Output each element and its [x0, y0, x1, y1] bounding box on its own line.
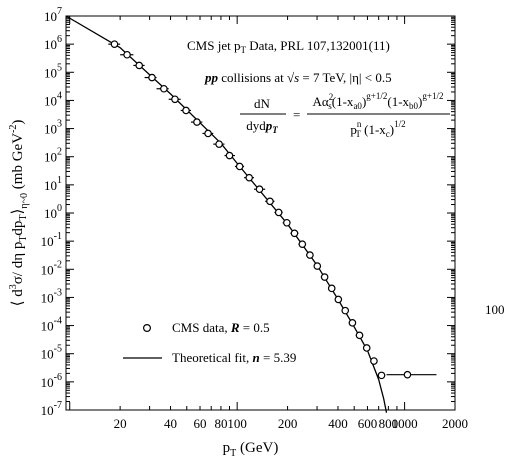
y-tick-label: 10-1 — [41, 231, 62, 249]
y-tick-label: 102 — [44, 147, 62, 165]
formula: dN dydpT = Aα2 s(1-xa0)g+1/2(1-xb0)g+1/2 pn T … — [240, 91, 450, 139]
data-point — [327, 284, 336, 293]
y-tick-label: 105 — [44, 62, 62, 80]
data-point — [135, 61, 144, 70]
y-tick-label: 107 — [44, 6, 62, 24]
data-point — [193, 118, 201, 126]
x-tick-label: 600 — [358, 416, 378, 431]
data-point — [341, 306, 350, 315]
data-point — [182, 106, 190, 115]
data-point — [123, 50, 131, 59]
data-point — [225, 151, 234, 160]
data-point — [148, 73, 156, 82]
data-point — [110, 40, 119, 48]
x-tick-label: 80 — [214, 416, 227, 431]
legend-entry-fit: Theoretical fit, n = 5.39 — [172, 350, 296, 365]
y-tick-label: 103 — [44, 119, 62, 137]
x-tick-label: 400 — [328, 416, 348, 431]
legend: CMS data, R = 0.5 Theoretical fit, n = 5.… — [123, 320, 296, 365]
data-points-layer — [108, 40, 437, 380]
data-point — [171, 95, 179, 104]
data-point — [313, 262, 322, 270]
x-tick-label: 200 — [278, 416, 298, 431]
y-tick-label: 10-2 — [41, 259, 62, 277]
data-point — [370, 357, 378, 365]
data-point — [290, 229, 299, 238]
y-tick-label: 101 — [44, 175, 62, 193]
y-tick-label: 100 — [44, 203, 62, 221]
legend-entry-data: CMS data, R = 0.5 — [172, 320, 270, 335]
x-tick-label: 60 — [194, 416, 207, 431]
data-point — [160, 84, 168, 93]
data-point — [334, 295, 343, 304]
x-tick-label: 800 — [379, 416, 399, 431]
collisions-annotation: pp collisions at √s = 7 TeV, |η| < 0.5 — [204, 70, 392, 85]
right-axis-label: 100 — [485, 302, 505, 317]
x-tick-label: 40 — [164, 416, 177, 431]
data-point — [362, 344, 371, 352]
y-tick-label: 10-6 — [41, 372, 62, 390]
data-point — [403, 370, 412, 379]
data-point — [204, 129, 212, 138]
y-tick-label: 104 — [44, 90, 62, 108]
x-tick-label: 1000 — [392, 416, 418, 431]
data-point — [215, 140, 223, 148]
legend-marker-circle — [143, 324, 152, 333]
data-point — [266, 197, 274, 206]
x-tick-label: 20 — [114, 416, 127, 431]
data-point — [355, 331, 364, 340]
data-point — [306, 251, 314, 259]
y-tick-label: 10-3 — [41, 287, 62, 305]
ticks-layer — [66, 15, 456, 411]
data-point — [348, 319, 357, 327]
formula-rhs-numerator: Aα2 s(1-xa0)g+1/2(1-xb0)g+1/2 — [313, 91, 444, 111]
chart-title: CMS jet pT Data, PRL 107,132001(11) — [187, 38, 390, 55]
y-axis-title: ⟨ d3σ/ dη pTdpT⟩η~0 (mb GeV-2) — [8, 120, 30, 307]
y-tick-label: 10-4 — [41, 316, 62, 334]
formula-equals: = — [293, 107, 300, 122]
y-tick-label: 106 — [44, 34, 62, 52]
data-point — [274, 208, 283, 217]
x-axis-title: pT (GeV) — [223, 440, 279, 459]
formula-lhs-denominator: dydpT — [246, 118, 278, 135]
y-tick-label: 10-5 — [41, 344, 62, 362]
data-point — [235, 162, 244, 171]
formula-lhs-numerator: dN — [254, 96, 271, 111]
formula-rhs-denominator: pn T (1-xc)1/2 — [350, 119, 405, 139]
x-tick-label: 2000 — [442, 416, 468, 431]
data-point — [283, 218, 291, 227]
y-tick-label: 10-7 — [41, 400, 62, 418]
data-point — [320, 273, 329, 281]
x-tick-label: 100 — [227, 416, 247, 431]
data-point — [298, 240, 307, 248]
data-point — [255, 185, 264, 194]
data-point — [245, 173, 253, 182]
data-point — [377, 371, 386, 380]
